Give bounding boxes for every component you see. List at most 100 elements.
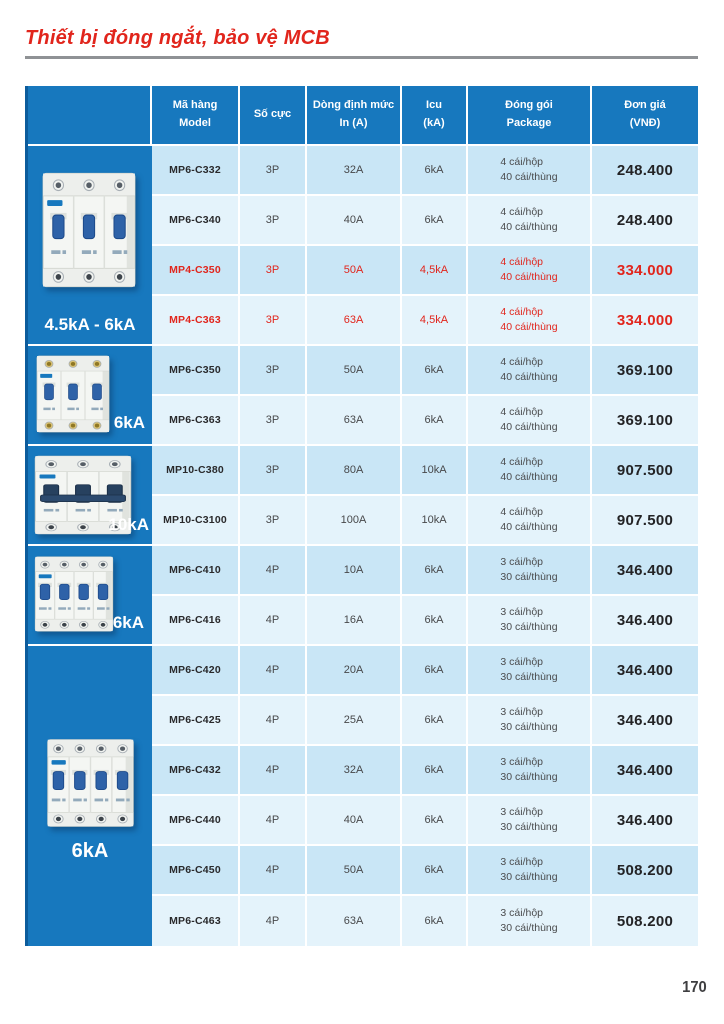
- product-group-section: 6kA: [28, 646, 152, 946]
- table-row: MP6-C420 4P 20A 6kA 3 cái/hộp 30 cái/thù…: [152, 646, 698, 696]
- package-lines: 3 cái/hộp 30 cái/thùng: [500, 855, 557, 884]
- model-cell: MP4-C363: [152, 296, 240, 344]
- model-cell: MP6-C440: [152, 796, 240, 844]
- price-cell: 248.400: [616, 161, 674, 179]
- rated-current-cell: 32A: [307, 146, 402, 194]
- package-line-2: 40 cái/thùng: [500, 321, 558, 333]
- table-body-wrap: 4.5kA - 6kA 6kA 10kA 6kA 6kA: [28, 146, 698, 946]
- price-cell: 334.000: [616, 261, 674, 279]
- package-line-2: 30 cái/thùng: [500, 771, 558, 783]
- package-line-1: 3 cái/hộp: [500, 856, 544, 869]
- poles-cell: 3P: [240, 396, 307, 444]
- table-row: MP6-C440 4P 40A 6kA 3 cái/hộp 30 cái/thù…: [152, 796, 698, 846]
- price-cell: 334.000: [616, 311, 674, 329]
- page-title: Thiết bị đóng ngắt, bảo vệ MCB: [25, 27, 330, 49]
- rated-current-cell: 16A: [307, 596, 402, 644]
- price-cell: 508.200: [616, 912, 674, 930]
- package-lines: 4 cái/hộp 40 cái/thùng: [500, 205, 557, 234]
- model-cell: MP10-C3100: [152, 496, 240, 544]
- model-cell: MP6-C463: [152, 896, 240, 946]
- title-underline: [25, 56, 698, 59]
- package-lines: 4 cái/hộp 40 cái/thùng: [500, 255, 557, 284]
- product-image-column: 4.5kA - 6kA 6kA 10kA 6kA 6kA: [28, 146, 152, 946]
- package-cell: 4 cái/hộp 40 cái/thùng: [468, 496, 592, 544]
- ka-rating-label: 6kA: [112, 613, 144, 632]
- product-group-section: 6kA: [28, 346, 152, 446]
- mcb-product-image: [31, 552, 117, 636]
- package-line-2: 30 cái/thùng: [500, 821, 558, 833]
- package-line-2: 40 cái/thùng: [500, 221, 558, 233]
- package-line-1: 3 cái/hộp: [500, 606, 544, 619]
- icu-cell: 6kA: [402, 346, 468, 394]
- package-cell: 3 cái/hộp 30 cái/thùng: [468, 546, 592, 594]
- model-cell: MP10-C380: [152, 446, 240, 494]
- rated-current-cell: 80A: [307, 446, 402, 494]
- table-body: MP6-C332 3P 32A 6kA 4 cái/hộp 40 cái/thù…: [152, 146, 698, 946]
- price-cell: 508.200: [616, 861, 674, 879]
- icu-cell: 6kA: [402, 846, 468, 894]
- package-line-2: 30 cái/thùng: [500, 571, 558, 583]
- header-line-2: Model: [179, 117, 211, 129]
- model-cell: MP6-C416: [152, 596, 240, 644]
- package-cell: 3 cái/hộp 30 cái/thùng: [468, 596, 592, 644]
- price-cell: 346.400: [616, 711, 674, 729]
- package-cell: 4 cái/hộp 40 cái/thùng: [468, 146, 592, 194]
- table-row: MP4-C350 3P 50A 4,5kA 4 cái/hộp 40 cái/t…: [152, 246, 698, 296]
- header-package: Đóng gói Package: [468, 86, 592, 144]
- price-cell: 369.100: [616, 361, 674, 379]
- icu-cell: 6kA: [402, 696, 468, 744]
- package-line-1: 4 cái/hộp: [500, 256, 544, 269]
- package-line-2: 30 cái/thùng: [500, 871, 558, 883]
- price-cell: 369.100: [616, 411, 674, 429]
- package-line-2: 30 cái/thùng: [500, 671, 558, 683]
- package-lines: 3 cái/hộp 30 cái/thùng: [500, 705, 557, 734]
- package-line-2: 40 cái/thùng: [500, 171, 558, 183]
- package-cell: 3 cái/hộp 30 cái/thùng: [468, 696, 592, 744]
- table-row: MP10-C3100 3P 100A 10kA 4 cái/hộp 40 cái…: [152, 496, 698, 546]
- table-row: MP6-C425 4P 25A 6kA 3 cái/hộp 30 cái/thù…: [152, 696, 698, 746]
- table-row: MP6-C463 4P 63A 6kA 3 cái/hộp 30 cái/thù…: [152, 896, 698, 946]
- icu-cell: 6kA: [402, 796, 468, 844]
- poles-cell: 4P: [240, 696, 307, 744]
- package-line-2: 40 cái/thùng: [500, 421, 558, 433]
- model-cell: MP6-C350: [152, 346, 240, 394]
- poles-cell: 3P: [240, 346, 307, 394]
- package-line-1: 4 cái/hộp: [500, 456, 544, 469]
- package-lines: 4 cái/hộp 40 cái/thùng: [500, 305, 557, 334]
- price-cell: 346.400: [616, 811, 674, 829]
- package-lines: 4 cái/hộp 40 cái/thùng: [500, 355, 557, 384]
- icu-cell: 6kA: [402, 896, 468, 946]
- package-lines: 3 cái/hộp 30 cái/thùng: [500, 805, 557, 834]
- table-row: MP6-C416 4P 16A 6kA 3 cái/hộp 30 cái/thù…: [152, 596, 698, 646]
- poles-cell: 4P: [240, 546, 307, 594]
- poles-cell: 4P: [240, 846, 307, 894]
- poles-cell: 4P: [240, 796, 307, 844]
- header-model: Mã hàng Model: [152, 86, 240, 144]
- rated-current-cell: 20A: [307, 646, 402, 694]
- mcb-product-image: [43, 734, 138, 832]
- model-cell: MP6-C340: [152, 196, 240, 244]
- package-cell: 3 cái/hộp 30 cái/thùng: [468, 746, 592, 794]
- header-line-2: (VNĐ): [629, 117, 661, 129]
- model-cell: MP6-C410: [152, 546, 240, 594]
- icu-cell: 4,5kA: [402, 246, 468, 294]
- package-line-1: 3 cái/hộp: [500, 806, 544, 819]
- package-cell: 4 cái/hộp 40 cái/thùng: [468, 446, 592, 494]
- price-cell: 346.400: [616, 761, 674, 779]
- package-line-1: 4 cái/hộp: [500, 356, 544, 369]
- price-cell: 346.400: [616, 661, 674, 679]
- poles-cell: 3P: [240, 246, 307, 294]
- package-cell: 4 cái/hộp 40 cái/thùng: [468, 296, 592, 344]
- package-line-1: 4 cái/hộp: [500, 306, 544, 319]
- package-lines: 3 cái/hộp 30 cái/thùng: [500, 906, 557, 935]
- model-cell: MP6-C450: [152, 846, 240, 894]
- rated-current-cell: 63A: [307, 896, 402, 946]
- icu-cell: 4,5kA: [402, 296, 468, 344]
- page-number: 170: [682, 979, 707, 996]
- ka-rating-label: 4.5kA - 6kA: [44, 315, 136, 334]
- header-line-1: Số cực: [253, 108, 292, 121]
- poles-cell: 3P: [240, 446, 307, 494]
- package-line-2: 40 cái/thùng: [500, 371, 558, 383]
- package-line-1: 3 cái/hộp: [500, 656, 544, 669]
